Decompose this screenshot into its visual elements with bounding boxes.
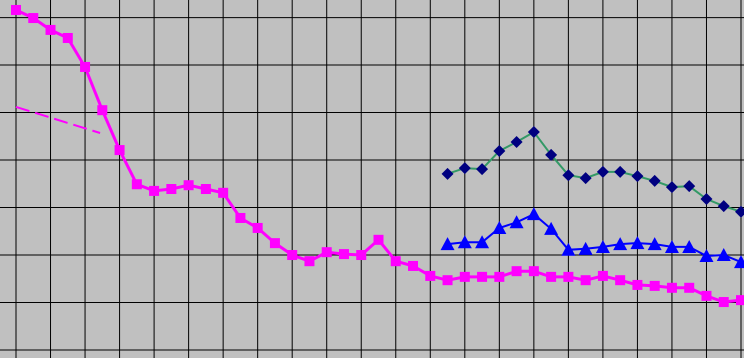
marker: [304, 256, 315, 267]
marker: [510, 135, 523, 148]
marker: [717, 200, 730, 213]
marker: [736, 295, 744, 306]
marker: [475, 235, 490, 249]
marker: [373, 234, 384, 245]
marker: [684, 282, 695, 293]
marker: [734, 255, 744, 269]
marker: [476, 163, 489, 176]
marker: [458, 162, 471, 175]
marker: [597, 270, 608, 281]
marker: [578, 241, 593, 255]
marker: [218, 187, 229, 198]
marker: [492, 220, 507, 234]
marker: [649, 280, 660, 291]
marker: [630, 236, 645, 250]
marker: [477, 271, 488, 282]
marker: [28, 13, 39, 24]
marker: [528, 266, 539, 277]
marker: [321, 247, 332, 258]
marker: [166, 184, 177, 195]
marker: [114, 145, 125, 156]
marker: [356, 250, 367, 261]
marker: [596, 165, 609, 178]
marker: [595, 239, 610, 253]
marker: [664, 239, 679, 253]
marker: [544, 221, 559, 235]
marker: [563, 271, 574, 282]
marker: [665, 181, 678, 194]
marker: [45, 24, 56, 35]
marker: [735, 205, 744, 218]
marker: [494, 271, 505, 282]
marker: [682, 239, 697, 253]
marker: [701, 290, 712, 301]
marker: [613, 237, 628, 251]
marker: [579, 172, 592, 185]
marker: [718, 297, 729, 308]
marker: [716, 248, 731, 262]
marker: [632, 279, 643, 290]
marker: [561, 242, 576, 256]
marker: [615, 275, 626, 286]
marker: [459, 271, 470, 282]
marker: [269, 238, 280, 249]
marker: [666, 282, 677, 293]
marker: [252, 222, 263, 233]
marker: [425, 270, 436, 281]
marker: [700, 192, 713, 205]
marker: [526, 207, 541, 221]
marker: [97, 105, 108, 116]
marker: [562, 169, 575, 182]
marker: [614, 165, 627, 178]
marker: [149, 185, 160, 196]
marker: [11, 4, 21, 15]
marker: [80, 61, 91, 72]
marker: [441, 167, 454, 180]
marker: [408, 260, 419, 271]
marker: [648, 174, 661, 187]
marker: [200, 184, 211, 195]
marker: [647, 237, 662, 251]
marker: [390, 256, 401, 267]
marker: [183, 180, 194, 191]
marker: [440, 237, 455, 251]
marker: [683, 180, 696, 193]
marker: [62, 32, 73, 43]
series-line: [15, 105, 101, 134]
marker: [527, 126, 540, 139]
marker: [235, 212, 246, 223]
marker: [493, 145, 506, 158]
marker: [580, 275, 591, 286]
marker: [511, 266, 522, 277]
marker: [338, 249, 349, 260]
marker: [442, 275, 453, 286]
marker: [631, 170, 644, 183]
marker: [546, 271, 557, 282]
marker: [457, 235, 472, 249]
marker: [699, 248, 714, 262]
marker: [509, 215, 524, 229]
marker: [287, 250, 298, 261]
marker: [131, 179, 142, 190]
marker: [545, 148, 558, 161]
